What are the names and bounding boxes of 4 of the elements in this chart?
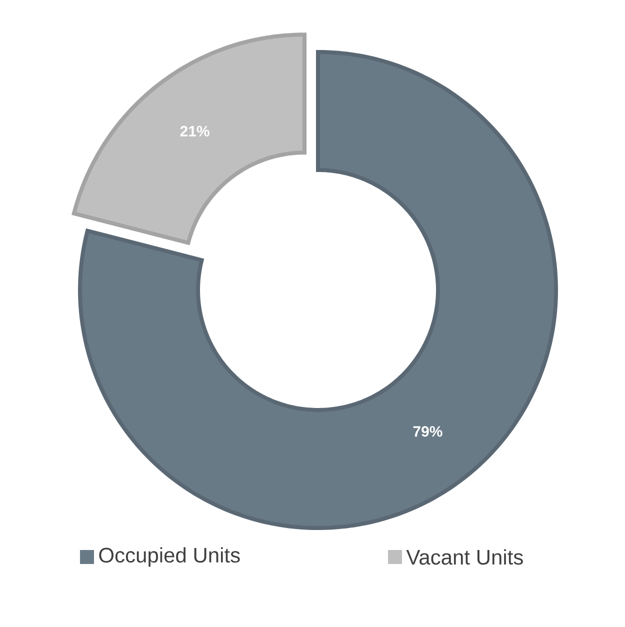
legend-label: Occupied Units	[99, 547, 240, 567]
legend-label: Vacant Units	[406, 549, 523, 565]
data-label: 21%	[180, 126, 210, 136]
data-label: 79%	[413, 426, 442, 437]
